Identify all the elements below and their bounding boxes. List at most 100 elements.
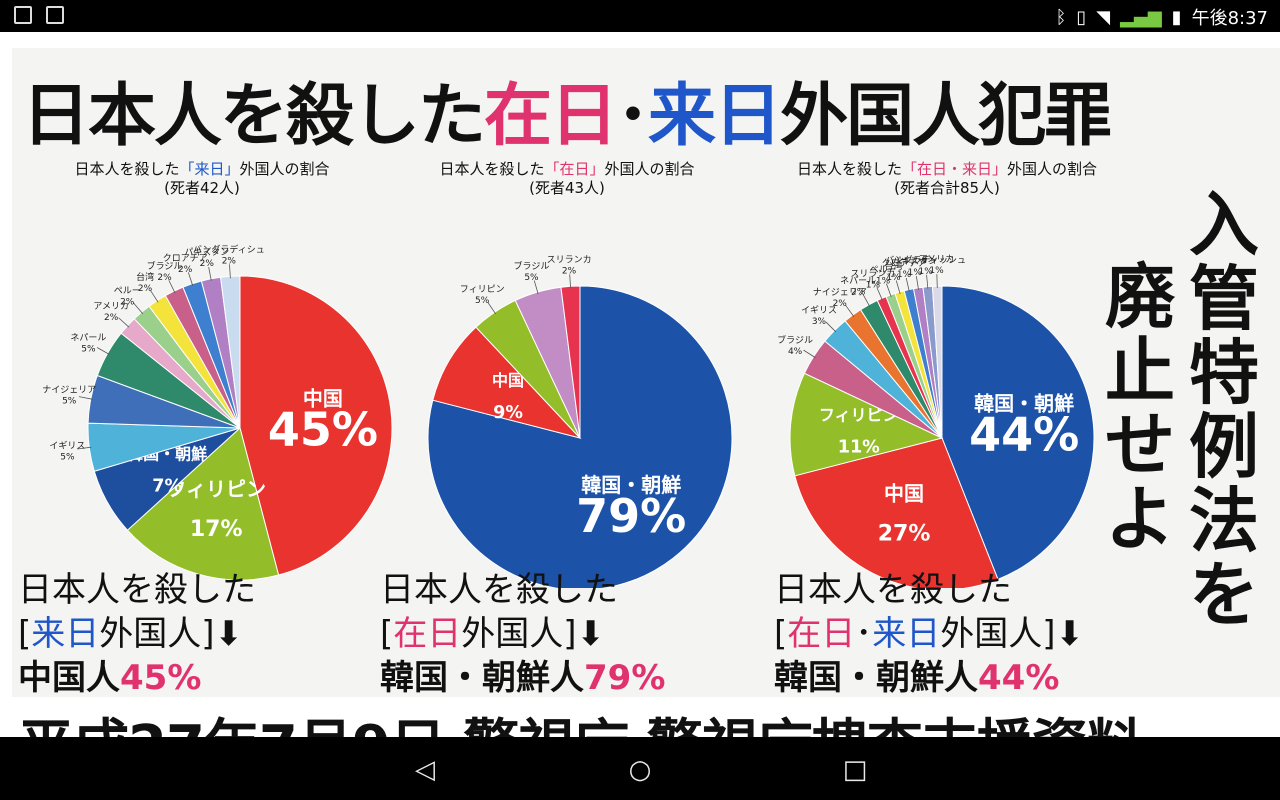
- slice-label: 中国: [492, 371, 524, 390]
- home-button[interactable]: ○: [628, 755, 652, 785]
- slice-label: 中国: [884, 481, 924, 505]
- poster: 日本人を殺した在日･来日外国人犯罪 日本人を殺した「来日」外国人の割合 (死者4…: [12, 48, 1280, 737]
- leader-line: [96, 347, 110, 355]
- slice-value: 5%: [81, 345, 96, 355]
- slice-value: 1%: [876, 276, 891, 286]
- slice-value: 2%: [562, 266, 577, 276]
- slice-label: ブラジル: [147, 260, 183, 272]
- leader-line: [133, 302, 144, 315]
- slice-label: バングラディシュ: [193, 243, 265, 255]
- leader-line: [77, 446, 92, 450]
- slice-label: ネパール: [840, 276, 876, 287]
- wifi-icon: ◥: [1096, 6, 1111, 28]
- footer-source: 平成27年7月9日 警視庁 警視庁捜査支援資料: [12, 697, 1280, 737]
- slice-label: ペルー: [870, 265, 897, 275]
- leader-line: [905, 277, 910, 292]
- slice-value: 1%: [918, 267, 933, 277]
- slice-label: 韓国・朝鮮: [581, 473, 681, 497]
- slice-value: 45%: [268, 402, 378, 456]
- slice-value: 7%: [152, 476, 182, 496]
- slice-value: 1%: [886, 273, 901, 283]
- slice-label: パキスタン: [184, 247, 229, 258]
- slice-value: 5%: [524, 273, 539, 283]
- pie-slice-フィリピン: [126, 427, 280, 581]
- slice-label: ナイジェリア: [813, 287, 867, 298]
- slice-value: 1%: [908, 268, 923, 278]
- leader-line: [876, 287, 883, 301]
- chart-3-title: 日本人を殺した「在日・来日」外国人の割合 (死者合計85人): [796, 160, 1098, 197]
- slice-value: 2%: [200, 259, 215, 269]
- leader-line: [915, 275, 919, 290]
- slice-value: 2%: [157, 273, 172, 283]
- slice-label: フィリピン: [819, 406, 899, 425]
- chart-1-title: 日本人を殺した「来日」外国人の割合 (死者42人): [74, 160, 330, 197]
- navigation-bar: ◁ ○ □: [0, 737, 1280, 800]
- leader-line: [150, 290, 159, 303]
- pie-slice-フィリピン: [789, 372, 944, 477]
- slice-label: 台湾: [884, 260, 902, 272]
- slice-value: 5%: [62, 397, 77, 407]
- slice-label: バングラディッシュ: [885, 254, 966, 266]
- leader-line: [168, 280, 176, 294]
- slice-value: 1%: [897, 270, 912, 280]
- summary-combined: 日本人を殺した [在日･来日外国人]⬇ 韓国・朝鮮人44%: [774, 570, 1085, 698]
- bluetooth-icon: ᛒ: [1055, 6, 1067, 28]
- slice-value: 2%: [178, 265, 193, 275]
- pie-slice-韓国・朝鮮: [941, 285, 1095, 580]
- leader-line: [895, 280, 901, 295]
- leader-line: [533, 280, 539, 295]
- leader-line: [926, 274, 929, 289]
- leader-line: [229, 264, 231, 279]
- slice-label: パキスタン: [892, 256, 937, 267]
- slice-value: 2%: [222, 256, 237, 266]
- slice-value: 2%: [104, 313, 119, 323]
- leader-line: [825, 321, 837, 333]
- slice-value: 1%: [929, 266, 944, 276]
- summary-zainichi: 日本人を殺した [在日外国人]⬇ 韓国・朝鮮人79%: [380, 570, 666, 698]
- slice-label: イギリス: [801, 305, 837, 316]
- slice-label: スリランカ: [850, 268, 895, 279]
- image-viewer[interactable]: 日本人を殺した在日･来日外国人犯罪 日本人を殺した「来日」外国人の割合 (死者4…: [0, 32, 1280, 737]
- slice-label: クロアチア: [882, 258, 927, 269]
- pie-slice-中国: [794, 437, 999, 588]
- status-bar: ᛒ ▯ ◥ ▂▄▆ ▮ 午後8:37: [0, 0, 1280, 32]
- recents-button[interactable]: □: [842, 755, 868, 785]
- slice-value: 5%: [475, 296, 490, 306]
- slice-label: 韓国・朝鮮: [974, 391, 1074, 415]
- vibrate-icon: ▯: [1076, 6, 1087, 28]
- leader-line: [845, 305, 855, 317]
- slice-value: 2%: [120, 298, 135, 308]
- leader-line: [886, 283, 892, 298]
- slice-label: ナイジェリア: [42, 385, 96, 396]
- slice-label: ネパール: [70, 333, 106, 344]
- slice-value: 79%: [576, 489, 686, 543]
- battery-icon: ▮: [1171, 6, 1182, 28]
- leader-line: [118, 317, 130, 328]
- pie-slice-中国: [432, 326, 582, 439]
- slice-value: 17%: [190, 517, 243, 542]
- image-notification-icon: [46, 6, 64, 24]
- pie-slice-中国: [239, 275, 393, 576]
- slice-label: ペルー: [114, 287, 141, 297]
- slice-value: 9%: [493, 403, 523, 423]
- leader-line: [208, 266, 212, 281]
- slice-label: イギリス: [49, 440, 85, 451]
- leader-line: [187, 272, 194, 286]
- poster-title: 日本人を殺した在日･来日外国人犯罪: [22, 77, 1112, 156]
- leader-line: [487, 302, 497, 315]
- slice-label: 台湾: [136, 271, 154, 283]
- slice-value: 5%: [60, 452, 75, 462]
- slice-value: 11%: [838, 438, 880, 458]
- leader-line: [569, 274, 571, 289]
- slice-value: 4%: [788, 347, 803, 357]
- chart-3-subtitle: (死者合計85人): [894, 179, 1000, 197]
- slice-value: 2%: [833, 299, 848, 309]
- back-button[interactable]: ◁: [415, 755, 435, 785]
- slice-label: 中国: [303, 386, 343, 410]
- slice-value: 3%: [812, 317, 827, 327]
- slice-label: フィリピン: [460, 284, 505, 295]
- pie-slice-韓国・朝鮮: [427, 285, 733, 588]
- chart-2-subtitle: (死者43人): [529, 179, 605, 197]
